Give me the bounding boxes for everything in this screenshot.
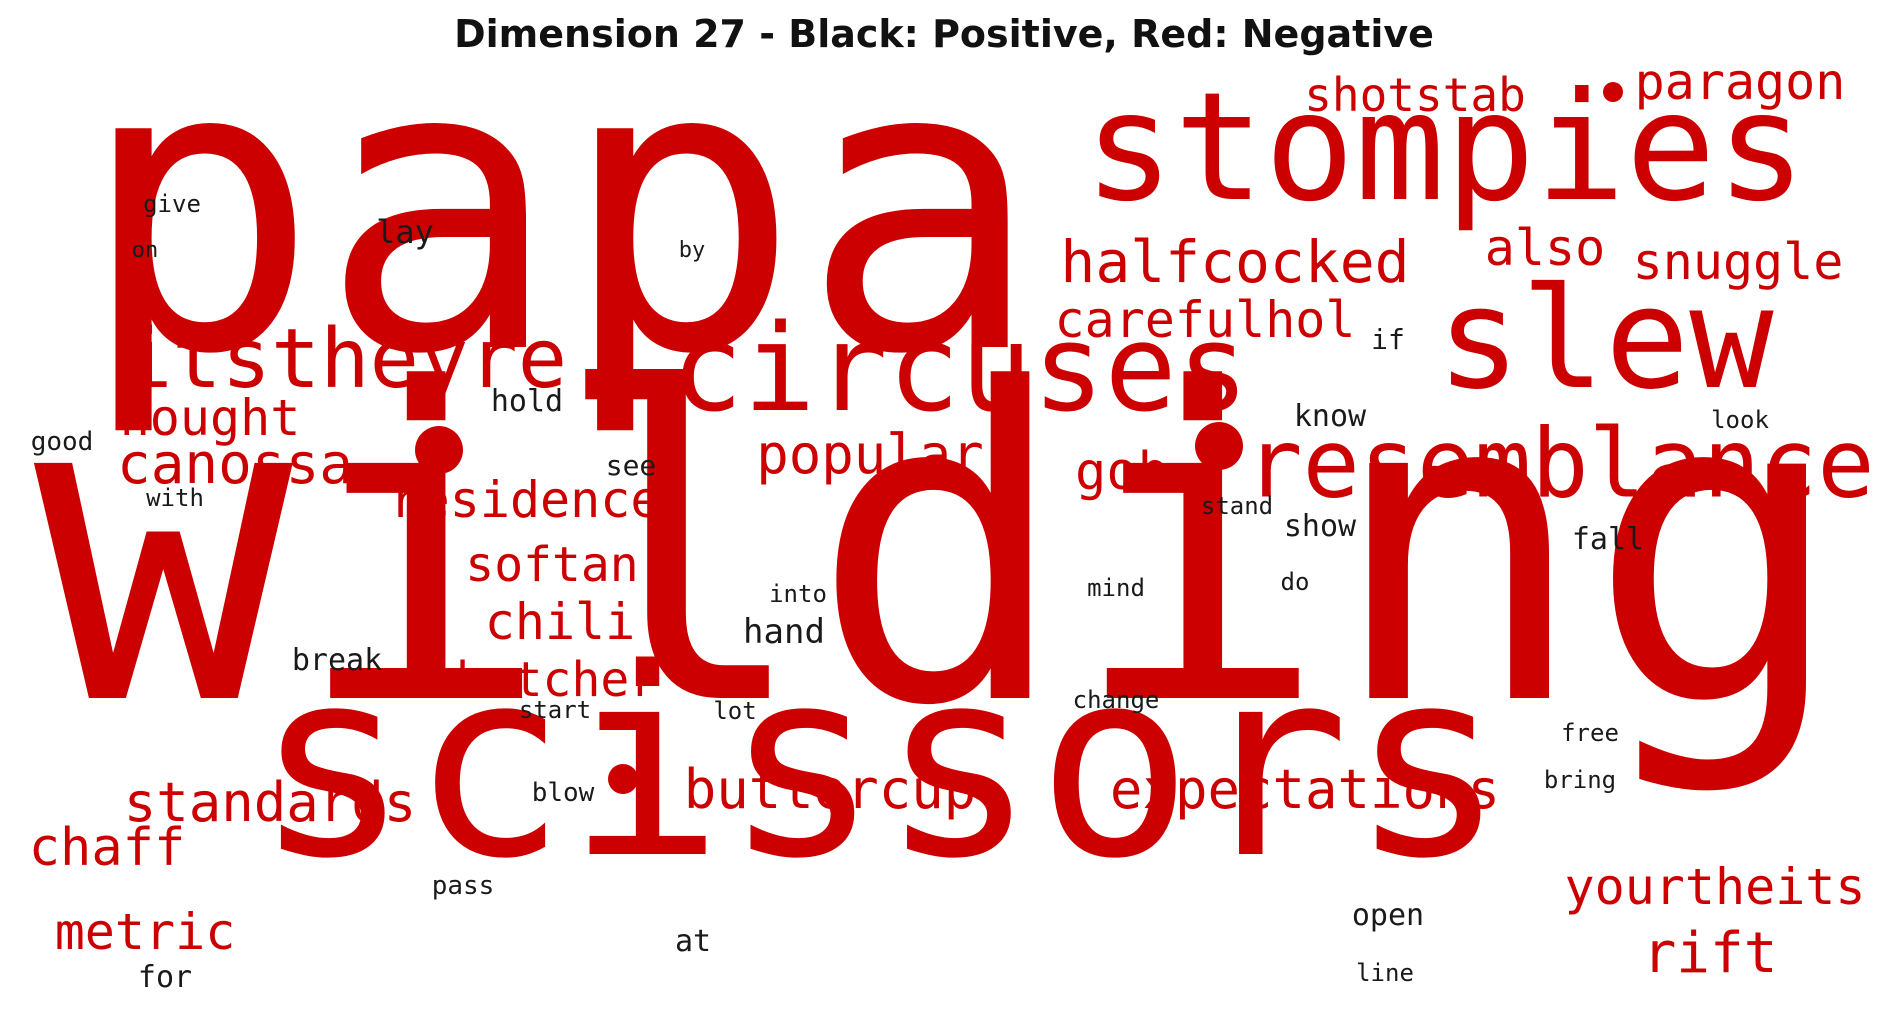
word-yourtheits: yourtheits xyxy=(1564,858,1866,916)
word-at: at xyxy=(674,924,712,959)
word-halfcocked: halfcocked xyxy=(1060,228,1410,296)
word-paragon: paragon xyxy=(1634,53,1846,111)
word-do: do xyxy=(1280,568,1310,596)
word-pass: pass xyxy=(431,871,495,901)
word-fall: fall xyxy=(1571,522,1645,557)
word-free: free xyxy=(1561,719,1619,747)
word-line: line xyxy=(1356,959,1414,987)
word-with: with xyxy=(146,484,204,512)
word-lay: lay xyxy=(376,213,434,251)
word-scissors: scissors xyxy=(253,614,1507,916)
word-metric: metric xyxy=(54,903,236,961)
figure-title: Dimension 27 - Black: Positive, Red: Neg… xyxy=(454,12,1434,56)
dot-mark xyxy=(415,426,463,474)
word-softan: softan xyxy=(465,537,639,593)
word-circuses: circuses xyxy=(671,300,1249,439)
word-for: for xyxy=(137,960,193,995)
word-standards: standards xyxy=(123,771,417,834)
word-canossa: canossa xyxy=(116,432,354,497)
word-good: good xyxy=(30,427,94,457)
word-look: look xyxy=(1711,406,1769,434)
dot-mark xyxy=(608,764,638,794)
word-know: know xyxy=(1293,399,1367,434)
word-nought: nought xyxy=(119,389,301,447)
word-carefulhol: carefulhol xyxy=(1054,291,1356,349)
word-buttercup: buttercup xyxy=(683,758,977,821)
word-open: open xyxy=(1351,898,1425,933)
word-papa: papa xyxy=(78,0,1042,442)
word-slew: slew xyxy=(1436,258,1774,421)
word-by: by xyxy=(678,238,706,263)
word-chaff: chaff xyxy=(28,818,186,878)
word-bring: bring xyxy=(1543,766,1617,794)
word-on: on xyxy=(131,238,159,263)
dot-mark xyxy=(1603,82,1623,102)
word-shotstab: shotstab xyxy=(1304,68,1526,122)
word-change: change xyxy=(1072,686,1160,714)
dot-mark xyxy=(1195,422,1243,470)
word-give: give xyxy=(143,190,201,218)
word-into: into xyxy=(769,580,827,608)
word-stompies: stompies xyxy=(1083,61,1807,235)
word-expectations: expectations xyxy=(1109,758,1501,821)
word-blow: blow xyxy=(531,778,595,808)
word-start: start xyxy=(518,696,592,724)
word-mind: mind xyxy=(1087,574,1145,602)
word-hand: hand xyxy=(743,612,825,652)
word-break: break xyxy=(291,643,383,678)
word-gob: gob xyxy=(1075,442,1169,502)
word-itstheyre: itstheyre xyxy=(122,312,568,407)
word-see: see xyxy=(605,449,657,482)
word-hold: hold xyxy=(490,384,564,419)
word-butcher: butcher xyxy=(455,652,659,708)
word-wilding: wilding xyxy=(33,300,1847,800)
word-popular: popular xyxy=(756,423,984,486)
word-show: show xyxy=(1283,509,1357,544)
word-residence: residence xyxy=(389,471,661,529)
word-chili: chili xyxy=(484,593,636,651)
word-snuggle: snuggle xyxy=(1632,233,1844,291)
word-lot: lot xyxy=(713,697,757,725)
word-if: if xyxy=(1371,323,1405,356)
word-resemblance: resemblance xyxy=(1245,409,1875,520)
word-rift: rift xyxy=(1642,921,1778,986)
word-also: also xyxy=(1484,219,1606,277)
word-stand: stand xyxy=(1200,492,1274,520)
